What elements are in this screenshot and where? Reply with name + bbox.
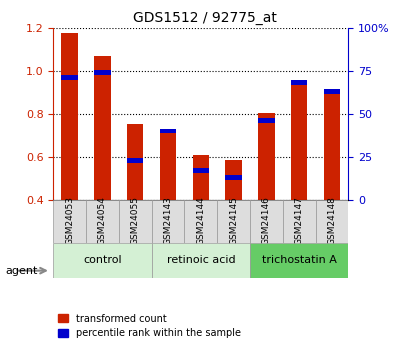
FancyBboxPatch shape [315,200,348,243]
Bar [290,80,307,200]
Bar [258,118,274,123]
Text: GSM24147: GSM24147 [294,196,303,245]
Bar [258,113,274,200]
Text: GSM24143: GSM24143 [163,196,172,245]
Bar [94,70,110,75]
Bar [225,160,241,200]
FancyBboxPatch shape [53,200,86,243]
Text: control: control [83,256,121,265]
Text: GSM24053: GSM24053 [65,196,74,245]
Bar [127,158,143,163]
Bar [61,33,78,200]
Bar [94,56,110,200]
FancyBboxPatch shape [119,200,151,243]
FancyBboxPatch shape [282,200,315,243]
Bar [160,129,176,200]
Bar [160,129,176,134]
FancyBboxPatch shape [86,200,119,243]
Text: GSM24148: GSM24148 [327,196,336,245]
Bar [323,89,339,94]
Legend: transformed count, percentile rank within the sample: transformed count, percentile rank withi… [58,314,240,338]
FancyBboxPatch shape [53,243,151,278]
FancyBboxPatch shape [217,200,249,243]
Text: agent: agent [6,266,38,276]
FancyBboxPatch shape [184,200,217,243]
Bar [61,75,78,80]
Bar [323,90,339,200]
Bar [225,175,241,180]
FancyBboxPatch shape [249,243,348,278]
Text: GSM24146: GSM24146 [261,196,270,245]
Bar [127,124,143,200]
Text: GSM24054: GSM24054 [98,196,107,245]
Bar [290,80,307,85]
Text: GSM24144: GSM24144 [196,196,205,245]
FancyBboxPatch shape [151,243,249,278]
Bar [192,155,209,200]
Text: trichostatin A: trichostatin A [261,256,336,265]
Text: retinoic acid: retinoic acid [166,256,235,265]
FancyBboxPatch shape [249,200,282,243]
Text: GSM24055: GSM24055 [130,196,139,245]
Text: GSM24145: GSM24145 [229,196,238,245]
Text: GDS1512 / 92775_at: GDS1512 / 92775_at [133,11,276,26]
FancyBboxPatch shape [151,200,184,243]
Bar [192,168,209,173]
